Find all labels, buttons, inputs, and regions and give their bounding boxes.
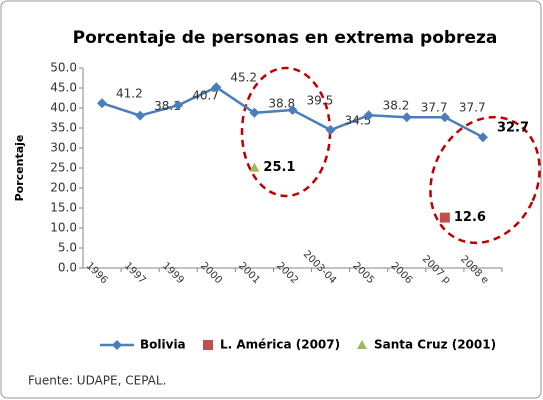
data-label: 45.2 xyxy=(230,71,257,85)
source-note: Fuente: UDAPE, CEPAL. xyxy=(28,374,166,388)
point-marker xyxy=(97,98,108,109)
y-tick-label: 40.0 xyxy=(50,101,77,115)
data-label: 40.7 xyxy=(192,89,219,103)
y-tick-label: 10.0 xyxy=(50,221,77,235)
point-marker xyxy=(363,110,374,121)
y-tick-label: 0.0 xyxy=(58,261,77,275)
y-axis-label: Porcentaje xyxy=(13,135,26,202)
data-label: 38.8 xyxy=(268,96,295,110)
data-label: 37.7 xyxy=(421,101,448,115)
highlight-ellipse xyxy=(429,115,541,245)
point-marker xyxy=(477,132,488,143)
data-label: 12.6 xyxy=(454,210,486,225)
point-marker xyxy=(249,162,260,172)
point-marker xyxy=(439,212,450,223)
y-tick-label: 15.0 xyxy=(50,201,77,215)
y-tick-label: 35.0 xyxy=(50,121,77,135)
y-tick-label: 30.0 xyxy=(50,141,77,155)
point-marker xyxy=(112,340,122,350)
y-tick-label: 45.0 xyxy=(50,81,77,95)
point-marker xyxy=(173,100,184,111)
point-marker xyxy=(211,82,222,93)
legend-label: Bolivia xyxy=(140,338,186,352)
point-marker xyxy=(357,340,367,349)
chart-title: Porcentaje de personas en extrema pobrez… xyxy=(73,28,498,48)
point-marker xyxy=(203,340,213,350)
y-tick-label: 20.0 xyxy=(50,181,77,195)
point-marker xyxy=(439,112,450,123)
data-label: 32.7 xyxy=(497,121,529,136)
data-label: 25.1 xyxy=(263,160,295,175)
y-tick-label: 5.0 xyxy=(58,241,77,255)
point-marker xyxy=(135,110,146,121)
data-label: 37.7 xyxy=(459,101,486,115)
point-marker xyxy=(325,125,336,135)
data-label: 41.2 xyxy=(116,87,143,101)
legend-label: Santa Cruz (2001) xyxy=(374,338,496,352)
data-label: 39.5 xyxy=(307,94,334,108)
legend-label: L. América (2007) xyxy=(220,338,340,352)
data-label: 34.5 xyxy=(345,114,372,128)
point-marker xyxy=(401,112,412,123)
point-marker xyxy=(249,107,260,118)
y-tick-label: 50.0 xyxy=(50,61,77,75)
point-marker xyxy=(287,105,298,115)
y-tick-label: 25.0 xyxy=(50,161,77,175)
data-label: 38.1 xyxy=(154,99,181,113)
data-label: 38.2 xyxy=(383,99,410,113)
